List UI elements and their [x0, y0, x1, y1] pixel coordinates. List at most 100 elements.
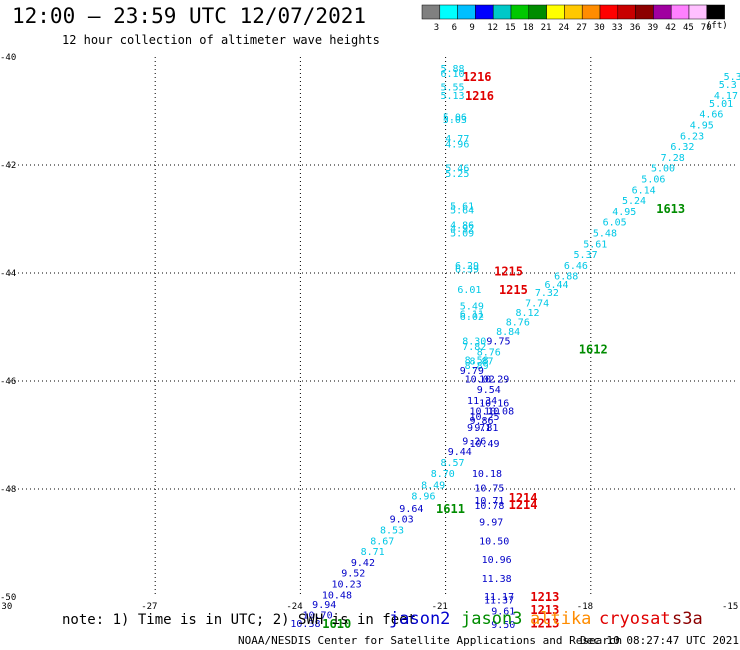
track-id-label: 1215 [494, 264, 523, 278]
legend-swatch [635, 4, 654, 20]
wave-height-label: 5.88 [440, 64, 464, 75]
wave-height-label: 5.37 [574, 250, 598, 261]
wave-height-label: 5.46 [445, 164, 469, 175]
track-id-label: 1612 [579, 343, 608, 357]
wave-height-label: 5.64 [450, 205, 474, 216]
wave-height-label: 4.86 [450, 220, 474, 231]
wave-height-label: 5.55 [440, 83, 464, 94]
timestamp: Dec 10 08:27:47 UTC 2021 [580, 634, 739, 647]
legend-label: 21 [541, 23, 552, 33]
wave-height-label: 10.29 [479, 374, 509, 385]
wave-height-label: 6.02 [460, 312, 484, 323]
wave-height-label: 9.52 [341, 569, 365, 580]
wave-height-label: 10.96 [482, 555, 512, 566]
y-tick-label: -46 [0, 377, 16, 387]
wave-height-label: 9.50 [491, 620, 515, 631]
mission-s3a: s3a [672, 609, 703, 629]
wave-height-label: 8.12 [515, 308, 539, 319]
wave-height-label: 6.14 [632, 185, 656, 196]
wave-height-label: 8.49 [421, 481, 445, 492]
track-id-label: 1214 [509, 491, 538, 505]
wave-height-label: 6.32 [670, 142, 694, 153]
legend-swatch [421, 4, 441, 20]
wave-height-label: 5.13 [440, 91, 464, 102]
y-tick-label: -42 [0, 161, 16, 171]
wave-height-label: 5.3 [724, 72, 740, 83]
wave-height-label: 8.57 [440, 458, 464, 469]
y-tick-label: -40 [0, 53, 16, 63]
legend-label: 39 [647, 23, 658, 33]
legend-swatch [475, 4, 494, 20]
wave-height-label: 9.81 [474, 423, 498, 434]
wave-height-label: 8.87 [469, 356, 493, 367]
wave-height-label: 10.50 [479, 536, 509, 547]
wave-height-label: 5.3 [719, 80, 737, 91]
wave-height-label: 8.53 [380, 526, 404, 537]
wave-height-label: 10.48 [322, 590, 352, 601]
wave-height-label: 4.95 [690, 121, 714, 132]
color-legend: 3 6 9 12 15 18 21 24 27 30 33 36 39 42 45 70 [421, 4, 725, 33]
legend-label: 18 [523, 23, 534, 33]
y-tick-label: -50 [0, 593, 16, 603]
wave-height-label: 10.23 [332, 580, 362, 591]
legend-label: 27 [576, 23, 587, 33]
track-id-label: 1214 [509, 498, 538, 512]
wave-height-label: 8.70 [431, 469, 455, 480]
wave-height-label: 9.97 [479, 517, 503, 528]
wave-height-label: 4.77 [445, 134, 469, 145]
wave-height-label: 9.79 [460, 366, 484, 377]
wave-height-label: 9.42 [351, 558, 375, 569]
wave-height-label: 6.05 [603, 218, 627, 229]
track-id-label: 1216 [465, 89, 494, 103]
data-points: 5.886.105.555.135.065.034.774.965.465.25… [290, 64, 740, 631]
wave-height-label: 11.38 [482, 574, 512, 585]
legend-label: 36 [630, 23, 641, 33]
legend-label: 3 [434, 23, 439, 33]
x-tick-label: -24 [286, 602, 302, 612]
mission-jason3: jason3 [461, 609, 523, 629]
legend-swatch [670, 4, 690, 20]
footnote: note: 1) Time is in UTC; 2) SWH is in fe… [62, 612, 417, 628]
wave-height-label: 8.30 [462, 337, 486, 348]
wave-height-label: 9.44 [448, 447, 472, 458]
grid-lines [10, 57, 736, 597]
track-id-label: 1215 [499, 283, 528, 297]
wave-height-label: 8.67 [370, 536, 394, 547]
legend-unit-label: (ft) [706, 21, 728, 31]
wave-height-label: 6.39 [455, 265, 479, 276]
legend-swatch [510, 4, 530, 20]
wave-height-label: 8.84 [496, 327, 520, 338]
legend-label: 45 [683, 23, 694, 33]
wave-height-label: 6.44 [545, 280, 569, 291]
legend-label: 24 [558, 23, 569, 33]
legend-label: 6 [452, 23, 457, 33]
wave-height-label: 8.89 [465, 361, 489, 372]
legend-swatch [653, 4, 672, 20]
wave-height-label: 7.28 [661, 153, 685, 164]
legend-swatch [706, 4, 725, 20]
legend-label: 33 [612, 23, 623, 33]
track-id-label: 1611 [436, 502, 465, 516]
wave-height-label: 10.70 [303, 610, 333, 621]
wave-height-label: 10.08 [484, 407, 514, 418]
x-tick-label: -18 [577, 602, 593, 612]
wave-height-label: 11.37 [484, 596, 514, 607]
x-tick-label: -21 [432, 602, 448, 612]
wave-height-label: 5.48 [593, 229, 617, 240]
legend-swatch [617, 4, 636, 20]
wave-height-label: 8.71 [361, 547, 385, 558]
legend-swatch [492, 4, 512, 20]
wave-height-label: 10.18 [472, 469, 502, 480]
wave-height-label: 9.64 [399, 504, 423, 515]
y-tick-label: -48 [0, 485, 16, 495]
wave-height-label: 6.29 [455, 261, 479, 272]
wave-height-label: 7.74 [525, 299, 549, 310]
wave-height-label: 10.16 [479, 399, 509, 410]
x-tick-label: -27 [141, 602, 157, 612]
wave-height-label: 5.01 [709, 99, 733, 110]
wave-height-label: 5.61 [450, 202, 474, 213]
credit-line: NOAA/NESDIS Center for Satellite Applica… [238, 634, 623, 647]
legend-label: 15 [505, 23, 516, 33]
mission-cryosat: cryosat [599, 609, 671, 629]
wave-height-label: 5.49 [460, 301, 484, 312]
